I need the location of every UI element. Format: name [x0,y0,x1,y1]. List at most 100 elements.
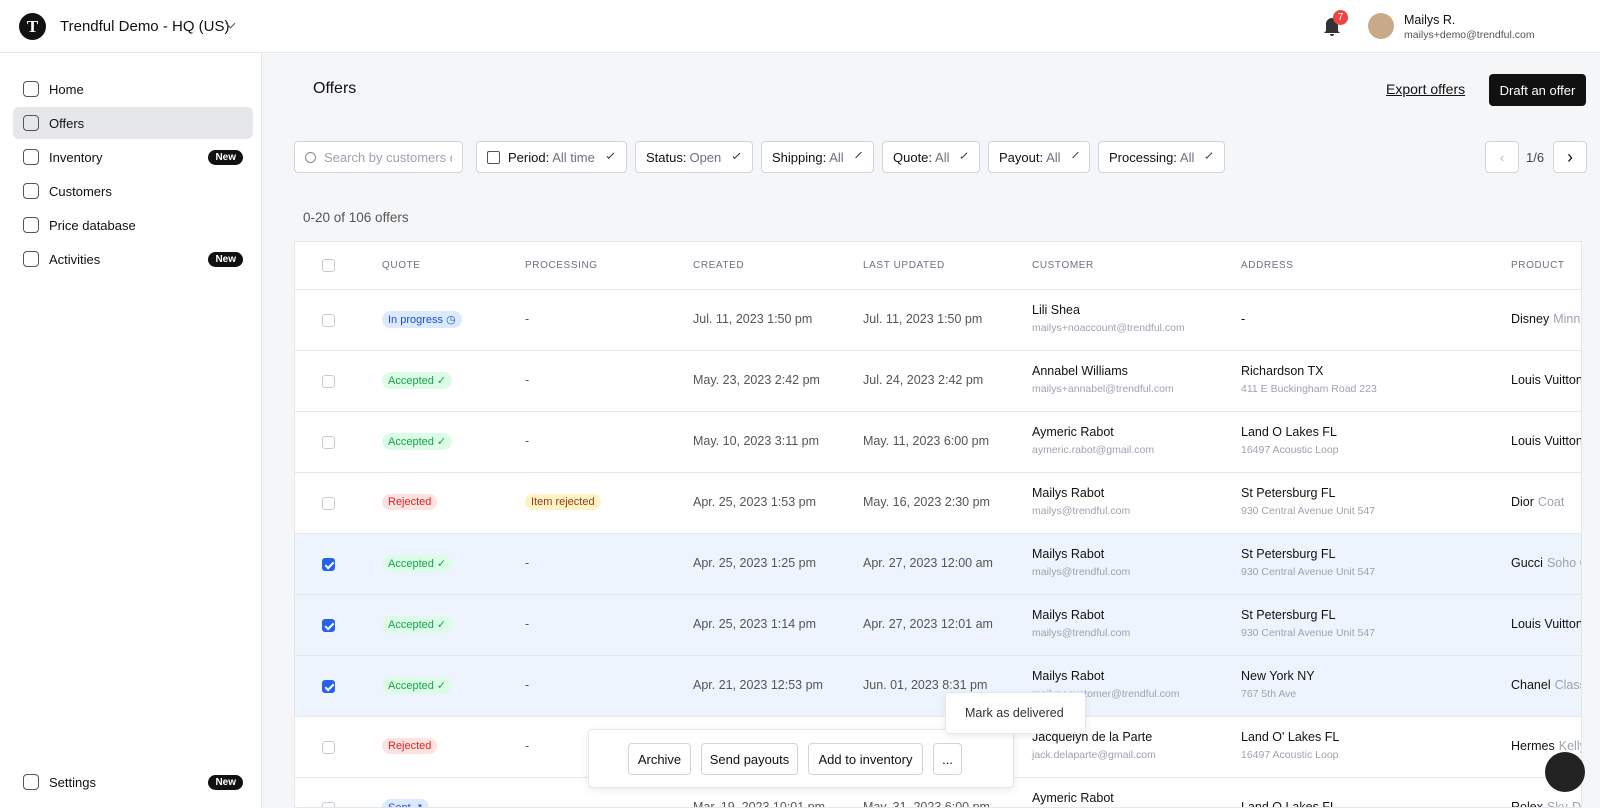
nav-label: Price database [49,217,136,233]
address-detail: 16497 Acoustic Loop [1241,749,1339,761]
nav-item[interactable]: Inventory New [13,141,253,173]
filter-dropdown[interactable]: Status: Open [635,141,753,173]
filter-dropdown[interactable]: Payout: All [988,141,1090,173]
customer-email: mailys@trendful.com [1032,627,1131,639]
table-row[interactable]: Rejected Item rejected Apr. 25, 2023 1:53 … [295,472,1581,533]
table-row[interactable]: Accepted ✓ - Apr. 25, 2023 1:14 pm Apr. 27,… [295,594,1582,655]
filter-dropdown[interactable]: Quote: All [882,141,980,173]
column-header[interactable]: PRODUCT [1511,260,1565,271]
updated-date: Jul. 11, 2023 1:50 pm [863,312,983,326]
product-brand: Dior [1511,495,1534,509]
select-all-checkbox[interactable] [322,259,335,272]
address: St Petersburg FL [1241,486,1336,500]
created-date: May. 10, 2023 3:11 pm [693,434,820,448]
row-checkbox[interactable] [322,802,335,807]
updated-date: May. 16, 2023 2:30 pm [863,495,990,509]
product-brand: Louis Vuitton [1511,373,1582,387]
row-checkbox[interactable] [322,680,335,693]
nav-item[interactable]: Settings New [13,766,253,798]
filter-label: Shipping: [772,149,827,165]
address: St Petersburg FL [1241,547,1336,561]
updated-date: Apr. 27, 2023 12:01 am [863,617,993,631]
filter-label: Status: [646,149,687,165]
filter-value: All [1046,149,1061,165]
search-input[interactable]: Search by customers or [294,141,463,173]
nav-item[interactable]: Activities New [13,243,253,275]
menu-item[interactable]: Mark as delivered [965,706,1064,720]
nav-badge: New [208,150,243,165]
nav-item[interactable]: Price database [13,209,253,241]
column-header[interactable]: CUSTOMER [1032,260,1094,271]
nav-item[interactable]: Offers [13,107,253,139]
nav-item[interactable]: Customers [13,175,253,207]
filter-dropdown[interactable]: Period: All time [476,141,627,173]
row-checkbox[interactable] [322,314,335,327]
product-model: Kelly [1558,739,1581,753]
customer-email: aymeric.rabot@gmail.com [1032,444,1155,456]
quote-status: Rejected [382,494,438,510]
bulk-action-button[interactable]: ... [933,743,962,775]
customer-name: Lili Shea [1032,303,1080,317]
quote-status: Accepted ✓ [382,616,453,633]
table-row[interactable]: Accepted ✓ - May. 23, 2023 2:42 pm Jul. 24,… [295,350,1582,411]
org-switcher[interactable]: Trendful Demo - HQ (US) [60,18,230,35]
processing-status: - [525,739,530,753]
filter-dropdown[interactable]: Shipping: All [761,141,874,173]
prev-page[interactable]: ‹ [1485,141,1519,173]
bulk-action-button[interactable]: Add to inventory [808,743,923,775]
filter-chevron [732,151,741,159]
product-brand: Gucci [1511,556,1543,570]
product-model: Minni [1553,312,1582,326]
nav-item[interactable]: Home [13,73,253,105]
filter-value: Open [689,149,722,165]
nav-label: Activities [49,251,101,267]
table-row[interactable]: Accepted ✓ - May. 10, 2023 3:11 pm May. 11,… [295,411,1581,472]
nav-icon [23,115,39,131]
column-header[interactable]: ADDRESS [1241,260,1294,271]
table-row[interactable]: In progress ◷ - Jul. 11, 2023 1:50 pm Jul. … [295,289,1582,350]
row-checkbox[interactable] [322,497,335,510]
column-header[interactable]: LAST UPDATED [863,260,945,271]
filter-chevron [1205,151,1213,159]
row-checkbox[interactable] [322,619,335,632]
filter-label: Payout: [999,149,1044,165]
calendar-icon [487,150,500,164]
filter-value: All [935,149,950,165]
row-checkbox[interactable] [322,436,335,449]
next-page[interactable]: › [1553,141,1587,173]
chat-launcher[interactable] [1545,752,1585,792]
column-header[interactable]: PROCESSING [525,260,598,271]
avatar[interactable] [1368,13,1394,39]
notification-count: 7 [1333,10,1348,25]
filter-chevron [960,151,968,159]
bulk-action-button[interactable]: Send payouts [701,743,798,775]
product: Louis Vuitton [1511,434,1581,448]
created-date: Apr. 25, 2023 1:53 pm [693,495,817,509]
processing-status: - [525,434,530,448]
draft-button[interactable]: Draft an offer [1489,74,1586,106]
column-header[interactable]: CREATED [693,260,745,271]
table-row[interactable]: Accepted ✓ - Apr. 25, 2023 1:25 pm Apr. 27,… [295,533,1581,594]
top-bar: T Trendful Demo - HQ (US) 7 Mailys R. ma… [0,0,1600,53]
column-header[interactable]: QUOTE [382,260,421,271]
row-checkbox[interactable] [322,741,335,754]
bulk-action-button[interactable]: Archive [628,743,691,775]
filter-dropdown[interactable]: Processing: All [1098,141,1225,173]
product: Disney Minni [1511,312,1582,326]
table-row[interactable]: Accepted ✓ - Apr. 21, 2023 12:53 pm Jun. 01… [295,655,1581,716]
filter-value: All [829,149,844,165]
row-checkbox[interactable] [322,558,335,571]
row-checkbox[interactable] [322,375,335,388]
export-link[interactable]: Export offers [1386,81,1466,97]
nav-badge: New [208,775,243,790]
filter-chevron [855,151,862,159]
quote-status: Accepted ✓ [382,555,453,572]
offers-table: QUOTE PROCESSING CREATED LAST UPDATED CUSTOM… [294,241,1582,808]
product-model: Sky-D [1546,800,1581,808]
logo[interactable]: T [19,13,46,40]
filter-chevron [1071,151,1079,159]
nav-icon [23,149,39,165]
created-date: Jul. 11, 2023 1:50 pm [693,312,813,326]
product-brand: Louis Vuitton [1511,617,1582,631]
